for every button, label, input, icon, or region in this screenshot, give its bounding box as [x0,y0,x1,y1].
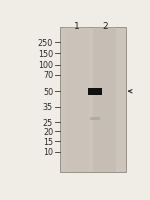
Bar [88,89,101,95]
Text: 25: 25 [43,118,53,127]
Text: 2: 2 [102,22,108,31]
Bar [88,88,102,95]
Text: 1: 1 [74,22,80,31]
Text: 70: 70 [43,71,53,80]
Bar [90,117,100,120]
Bar [90,91,100,93]
Bar [60,28,126,172]
Text: 10: 10 [43,148,53,157]
Text: 150: 150 [38,50,53,59]
Bar [65,28,88,172]
Text: 250: 250 [38,39,53,48]
Text: 15: 15 [43,137,53,146]
Bar [93,28,116,172]
Text: 20: 20 [43,127,53,136]
Text: 50: 50 [43,87,53,96]
Bar [89,90,101,94]
Bar [89,91,101,93]
Text: 35: 35 [43,103,53,112]
Text: 100: 100 [38,61,53,70]
